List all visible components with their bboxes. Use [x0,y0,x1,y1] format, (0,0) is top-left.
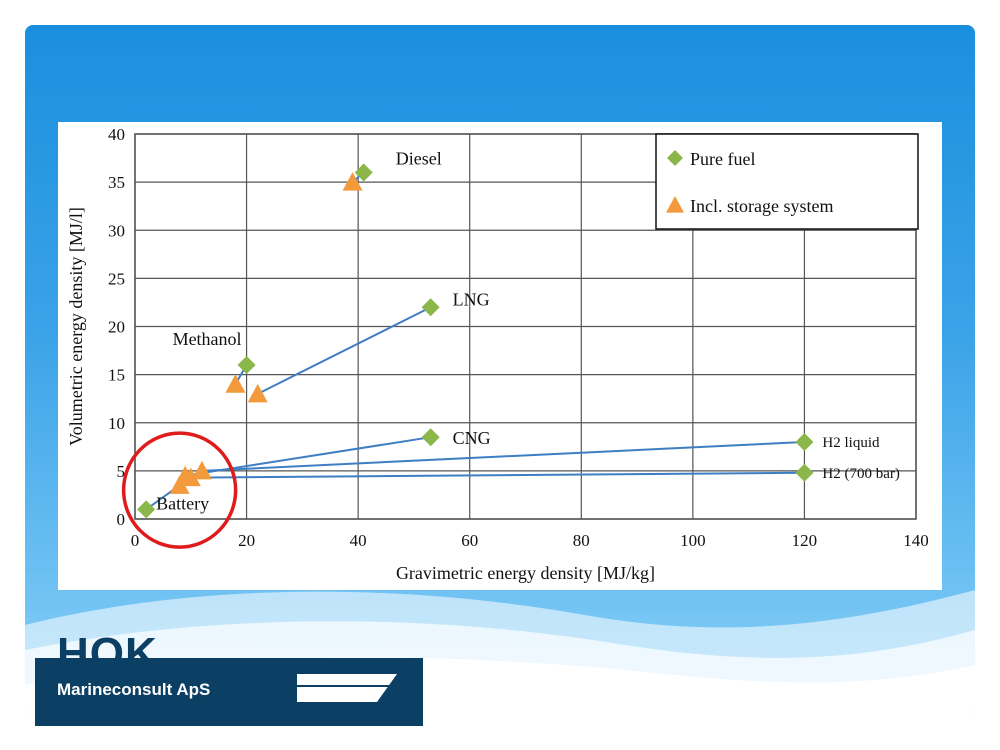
logo-subtitle: Marineconsult ApS [57,680,211,699]
legend-diamond [667,150,683,166]
connector-h2-liquid [201,441,805,472]
x-tick-label: 0 [131,531,140,550]
x-tick-label: 80 [573,531,590,550]
y-tick-label: 25 [108,269,125,288]
storage-point-methanol [225,374,246,393]
storage-point-h2-liquid [191,460,212,480]
legend-marker-storage [666,196,684,213]
pure-point-cng [421,428,440,447]
fuel-label: H2 liquid [822,435,880,451]
pure-point-battery [137,500,156,519]
pure-point-diesel [354,163,373,182]
battery-highlight-circle [121,431,238,549]
pure-point-methanol [237,356,256,374]
x-tick-label: 120 [792,531,818,550]
legend-box [655,133,919,230]
tick-labels: 0 20 40 60 80 100 120 140 0 5 10 15 20 25 30 35 40 [108,125,929,550]
legend-marker-pure-fuel [667,150,683,166]
storage-point-h2-700-bar [180,467,201,487]
fuel-label: CNG [453,428,491,448]
pure-point-lng [421,298,440,317]
data-marks [137,163,814,519]
ship-hull-icon [297,674,397,702]
storage-point-battery [169,475,190,494]
y-tick-label: 35 [108,173,125,192]
y-tick-label: 15 [108,366,125,385]
legend-label-pure-fuel: Pure fuel [690,149,755,169]
fuel-label: Diesel [396,149,442,169]
y-tick-label: 30 [108,221,125,240]
x-tick-label: 40 [350,531,367,550]
logo-name: HOK [57,629,158,678]
fuel-label: Methanol [173,329,242,349]
y-axis-label: Volumetric energy density [MJ/l] [66,207,86,446]
storage-point-diesel [342,172,363,191]
connector-lng [257,306,432,395]
y-tick-label: 5 [117,462,126,481]
connector-h2-700-bar [190,471,805,479]
fuel-label: H2 (700 bar) [822,466,899,482]
y-tick-label: 40 [108,125,125,144]
y-tick-label: 0 [117,510,126,529]
company-logo: HOK Marineconsult ApS [35,630,423,726]
x-tick-label: 140 [903,531,929,550]
y-tick-label: 20 [108,318,125,337]
fuel-label: LNG [453,289,490,309]
pure-point-h2-700-bar [795,463,814,482]
legend-label-storage: Incl. storage system [690,196,833,216]
legend: Pure fuel Incl. storage system [655,133,919,230]
x-tick-label: 60 [461,531,478,550]
x-tick-label: 20 [238,531,255,550]
connector-lines [145,171,805,511]
energy-density-chart: 0 20 40 60 80 100 120 140 0 5 10 15 20 25 30 35 40 Diese… [66,125,929,583]
storage-point-lng [247,383,268,403]
fuel-label: Battery [156,493,209,513]
chart-area: 0 20 40 60 80 100 120 140 0 5 10 15 20 25 30 35 40 Diese… [58,122,942,590]
legend-triangle [666,196,684,213]
x-axis-label: Gravimetric energy density [MJ/kg] [396,563,655,583]
pure-point-h2-liquid [795,433,814,451]
fuel-labels: Diesel LNG Methanol CNG H2 liquid H2 (700 bar… [156,149,900,514]
x-tick-label: 100 [680,531,706,550]
y-tick-label: 10 [108,414,125,433]
